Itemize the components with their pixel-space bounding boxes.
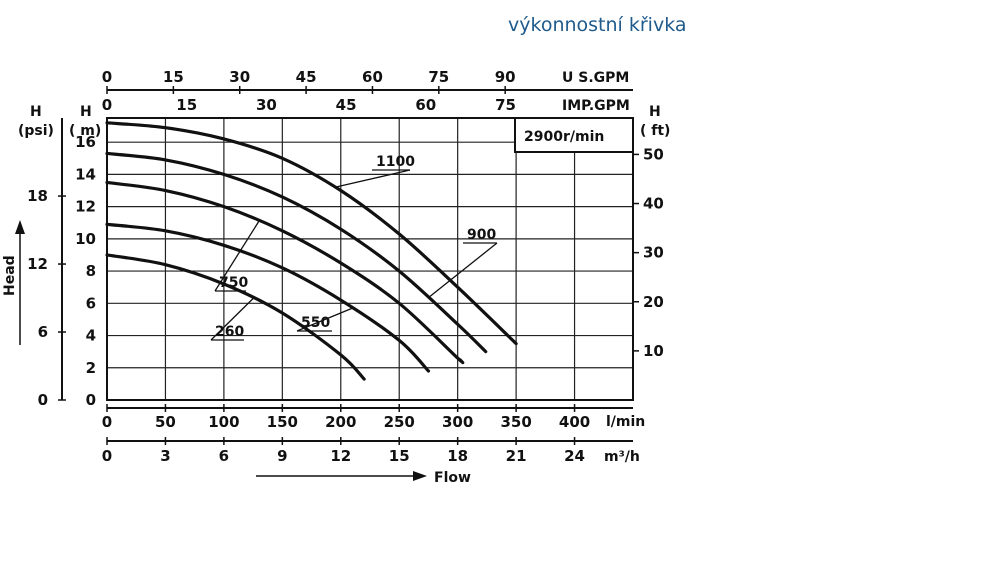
tick-label-usgpm: 45	[296, 68, 317, 86]
tick-label-impgpm: 0	[102, 96, 112, 114]
curve-260	[105, 253, 366, 381]
x-axis-label-usgpm: U S.GPM	[562, 70, 629, 86]
tick-label-m: 16	[75, 133, 96, 151]
y-axis-m-unit: ( m)	[69, 123, 101, 139]
tick-label-lmin: 400	[559, 413, 590, 431]
tick-label-lmin: 300	[442, 413, 473, 431]
tick-label-m3h: 21	[506, 447, 527, 465]
tick-label-m3h: 9	[277, 447, 287, 465]
head-label: Head	[2, 255, 18, 296]
flow-arrow-icon	[413, 471, 427, 481]
series-label-1100: 1100	[376, 154, 415, 170]
tick-label-psi: 0	[38, 391, 48, 409]
series-label-260: 260	[215, 324, 244, 340]
series-label-550: 550	[301, 315, 330, 331]
tick-label-lmin: 50	[155, 413, 176, 431]
series-label-leader	[214, 220, 260, 292]
y-axis-ft-unit: ( ft)	[640, 123, 670, 139]
curve-900	[105, 151, 488, 354]
x-axis-label-m3h: m³/h	[604, 449, 640, 465]
tick-label-lmin: 150	[267, 413, 298, 431]
tick-label-m: 4	[86, 327, 96, 345]
plot-frame	[106, 117, 634, 401]
tick-label-m3h: 18	[447, 447, 468, 465]
curve-750	[105, 180, 465, 365]
curve-550	[105, 222, 431, 373]
tick-label-m3h: 0	[102, 447, 112, 465]
tick-label-usgpm: 90	[495, 68, 516, 86]
tick-label-impgpm: 15	[176, 96, 197, 114]
tick-label-m3h: 12	[330, 447, 351, 465]
curves-layer: 1100 900 750 550 260	[105, 121, 518, 381]
series-label-leader	[296, 307, 353, 332]
series-label-leader	[428, 242, 498, 299]
x-axis-label-lmin: l/min	[606, 414, 645, 430]
tick-label-usgpm: 75	[428, 68, 449, 86]
speed-label: 2900r/min	[524, 129, 604, 145]
tick-label-m: 10	[75, 230, 96, 248]
tick-label-lmin: 0	[102, 413, 112, 431]
tick-label-impgpm: 45	[336, 96, 357, 114]
series-label-leader	[210, 298, 254, 341]
y-axis-psi-h: H	[30, 104, 42, 120]
page-title: výkonnostní křivka	[508, 14, 687, 36]
tick-label-m: 0	[86, 391, 96, 409]
tick-label-m: 2	[86, 359, 96, 377]
grid-layer	[107, 118, 633, 400]
tick-label-usgpm: 30	[229, 68, 250, 86]
y-axis-psi-unit: (psi)	[18, 123, 54, 139]
tick-label-m3h: 3	[160, 447, 170, 465]
tick-label-m3h: 6	[219, 447, 229, 465]
tick-label-m3h: 15	[389, 447, 410, 465]
tick-label-ft: 20	[643, 293, 664, 311]
tick-label-psi: 6	[38, 323, 48, 341]
tick-label-lmin: 250	[384, 413, 415, 431]
tick-label-ft: 40	[643, 195, 664, 213]
tick-label-m: 6	[86, 294, 96, 312]
tick-label-usgpm: 60	[362, 68, 383, 86]
flow-label: Flow	[434, 470, 471, 486]
x-axis-label-impgpm: IMP.GPM	[562, 98, 630, 114]
y-axis-m-h: H	[80, 104, 92, 120]
tick-label-impgpm: 30	[256, 96, 277, 114]
series-label-750: 750	[219, 275, 248, 291]
tick-label-lmin: 200	[325, 413, 356, 431]
tick-label-impgpm: 60	[415, 96, 436, 114]
tick-label-m: 14	[75, 165, 96, 183]
tick-label-m: 8	[86, 262, 96, 280]
tick-label-ft: 10	[643, 342, 664, 360]
series-label-900: 900	[467, 227, 496, 243]
series-label-leader	[334, 169, 411, 188]
tick-label-ft: 30	[643, 244, 664, 262]
tick-label-impgpm: 75	[495, 96, 516, 114]
tick-label-psi: 18	[27, 187, 48, 205]
tick-label-usgpm: 15	[163, 68, 184, 86]
tick-label-lmin: 100	[208, 413, 239, 431]
tick-label-m3h: 24	[564, 447, 585, 465]
tick-label-m: 12	[75, 198, 96, 216]
y-axis-ft-h: H	[649, 104, 661, 120]
curve-1100	[105, 121, 518, 346]
speed-label-box	[514, 117, 634, 153]
tick-label-lmin: 350	[500, 413, 531, 431]
tick-label-usgpm: 0	[102, 68, 112, 86]
head-arrow-icon	[15, 220, 25, 234]
tick-label-psi: 12	[27, 255, 48, 273]
tick-label-ft: 50	[643, 145, 664, 163]
